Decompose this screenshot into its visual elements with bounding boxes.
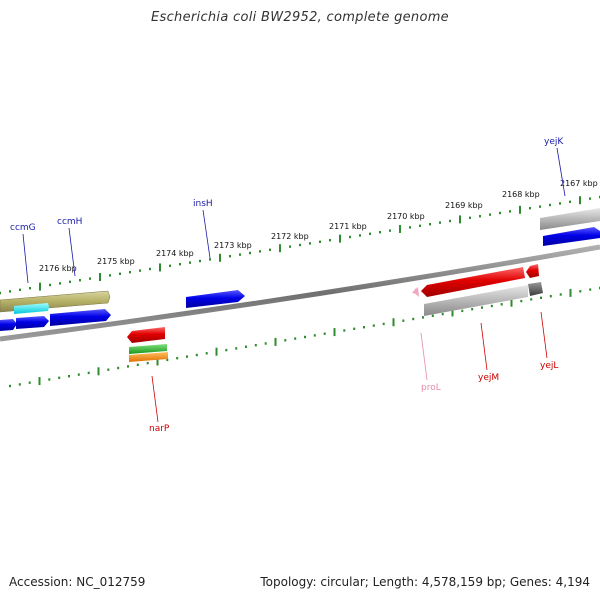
gene-blue-2[interactable]	[16, 316, 49, 329]
accession-text: Accession: NC_012759	[9, 575, 146, 589]
gene-label-yejL[interactable]: yejL	[540, 361, 558, 371]
gene-orange-feature[interactable]	[129, 352, 168, 362]
scale-label-2173: 2173 kbp	[214, 241, 252, 250]
gene-label-yejK[interactable]: yejK	[544, 137, 564, 147]
gene-yejL-feature[interactable]	[526, 264, 539, 278]
gene-label-ccmH[interactable]: ccmH	[57, 217, 82, 227]
reverse-genes	[127, 264, 543, 362]
scale-label-2176: 2176 kbp	[39, 264, 77, 273]
gene-grey-feature[interactable]	[424, 285, 528, 316]
gene-green-feature[interactable]	[129, 344, 167, 354]
gene-label-narP[interactable]: narP	[149, 424, 170, 434]
genome-backbone	[0, 244, 600, 342]
gene-insH-feature[interactable]	[186, 290, 245, 308]
scale-label-2171: 2171 kbp	[329, 222, 367, 231]
gene-label-proL[interactable]: proL	[421, 383, 441, 393]
gene-blue-3[interactable]	[50, 309, 111, 326]
gene-label-ccmG[interactable]: ccmG	[10, 223, 36, 233]
scale-label-2175: 2175 kbp	[97, 257, 135, 266]
gene-ccmG-feature[interactable]	[14, 303, 49, 314]
gene-proL-mark	[413, 287, 419, 297]
scale-label-2170: 2170 kbp	[387, 212, 425, 221]
forward-genes	[0, 208, 600, 331]
gene-dark-feature[interactable]	[528, 282, 543, 296]
scale-label-2169: 2169 kbp	[445, 201, 483, 210]
label-leaders	[22, 147, 566, 423]
gene-yejK-feature[interactable]	[540, 208, 600, 230]
genome-summary-text: Topology: circular; Length: 4,578,159 bp…	[260, 575, 590, 589]
gene-label-insH[interactable]: insH	[193, 199, 213, 209]
gene-blue-right[interactable]	[543, 227, 600, 246]
gene-narP-feature[interactable]	[127, 327, 165, 343]
gene-label-yejM[interactable]: yejM	[478, 373, 499, 383]
scale-label-2174: 2174 kbp	[156, 249, 194, 258]
scale-label-2172: 2172 kbp	[271, 232, 309, 241]
upper-scale-track	[0, 195, 600, 295]
scale-label-2168: 2168 kbp	[502, 190, 540, 199]
gene-blue-1[interactable]	[0, 319, 17, 331]
map-title: Escherichia coli BW2952, complete genome	[151, 10, 449, 25]
gene-yejM-feature[interactable]	[421, 267, 525, 297]
scale-label-2167: 2167 kbp	[560, 179, 598, 188]
